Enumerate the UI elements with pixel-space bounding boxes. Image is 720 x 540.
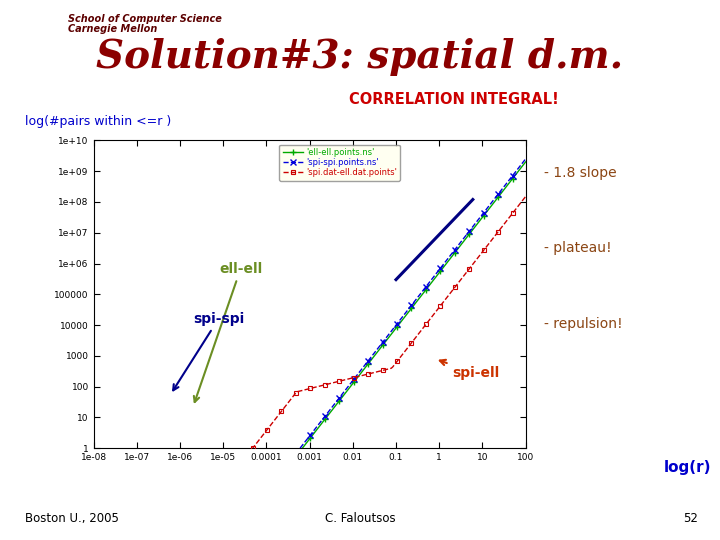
Text: log(#pairs within <=r ): log(#pairs within <=r ) — [25, 115, 171, 128]
Legend: 'ell-ell.points.ns', 'spi-spi.points.ns', 'spi.dat-ell.dat.points': 'ell-ell.points.ns', 'spi-spi.points.ns'… — [279, 145, 400, 181]
Text: Solution#3: spatial d.m.: Solution#3: spatial d.m. — [96, 38, 624, 76]
Text: - plateau!: - plateau! — [544, 241, 611, 255]
Line: 'ell-ell.points.ns': 'ell-ell.points.ns' — [90, 158, 529, 540]
'spi.dat-ell.dat.points' — [521, 193, 530, 200]
'ell-ell.points.ns' — [454, 246, 462, 252]
Text: log(r): log(r) — [664, 460, 711, 475]
'ell-ell.points.ns' — [481, 211, 490, 217]
'spi-spi.points.ns' — [521, 156, 530, 162]
'spi.dat-ell.dat.points' — [89, 500, 98, 506]
'spi-spi.points.ns' — [345, 382, 354, 388]
'spi.dat-ell.dat.points' — [91, 500, 99, 506]
'spi-spi.points.ns' — [481, 207, 490, 214]
Text: 52: 52 — [683, 512, 698, 525]
Text: CORRELATION INTEGRAL!: CORRELATION INTEGRAL! — [348, 92, 559, 107]
'spi.dat-ell.dat.points' — [454, 280, 462, 287]
Text: - repulsion!: - repulsion! — [544, 317, 622, 331]
Line: 'spi-spi.points.ns': 'spi-spi.points.ns' — [91, 156, 528, 540]
'spi.dat-ell.dat.points' — [345, 375, 354, 382]
Text: Carnegie Mellon: Carnegie Mellon — [68, 24, 158, 35]
'ell-ell.points.ns' — [346, 383, 355, 389]
Text: ell-ell: ell-ell — [194, 262, 262, 402]
Text: spi-spi: spi-spi — [173, 312, 244, 390]
Text: Boston U., 2005: Boston U., 2005 — [25, 512, 119, 525]
'spi-spi.points.ns' — [346, 380, 355, 387]
'spi.dat-ell.dat.points' — [346, 375, 355, 382]
Text: C. Faloutsos: C. Faloutsos — [325, 512, 395, 525]
'ell-ell.points.ns' — [521, 159, 530, 165]
Text: spi-ell: spi-ell — [440, 360, 500, 380]
'ell-ell.points.ns' — [345, 384, 354, 391]
'spi-spi.points.ns' — [454, 243, 462, 249]
Text: School of Computer Science: School of Computer Science — [68, 14, 222, 24]
'spi.dat-ell.dat.points' — [354, 373, 362, 380]
'spi.dat-ell.dat.points' — [481, 245, 490, 252]
Text: - 1.8 slope: - 1.8 slope — [544, 166, 616, 180]
'spi-spi.points.ns' — [354, 370, 362, 377]
Line: 'spi.dat-ell.dat.points': 'spi.dat-ell.dat.points' — [91, 194, 528, 505]
'ell-ell.points.ns' — [354, 374, 362, 380]
